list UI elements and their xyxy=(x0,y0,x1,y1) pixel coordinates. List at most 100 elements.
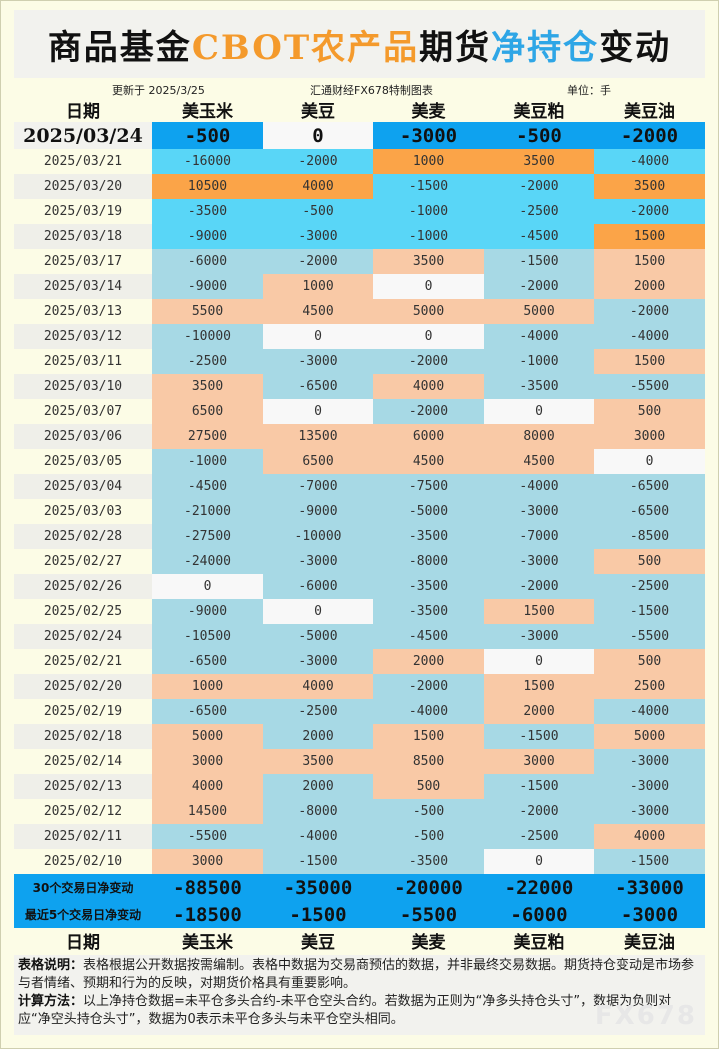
table-row: 2025/03/13 5500 4500 5000 5000 -2000 xyxy=(14,299,705,324)
row-value: -2000 xyxy=(484,274,594,299)
row-value: -4500 xyxy=(484,224,594,249)
row-date: 2025/02/26 xyxy=(14,574,152,599)
row-value: -1000 xyxy=(373,224,484,249)
row-value: 0 xyxy=(263,324,373,349)
header-date: 日期 xyxy=(14,97,152,122)
row-value: -3000 xyxy=(373,122,484,149)
row-value: -5000 xyxy=(373,499,484,524)
row-value: -1500 xyxy=(484,249,594,274)
summary-row-5d: 最近5个交易日净变动 -18500 -1500 -5500 -6000 -300… xyxy=(14,901,705,928)
row-value: -2500 xyxy=(152,349,263,374)
row-value: -1000 xyxy=(152,449,263,474)
row-value: -6500 xyxy=(152,649,263,674)
page-title: 商品基金 CBOT农产品 期货 净持仓 变动 xyxy=(14,10,705,78)
row-value: 4000 xyxy=(594,824,705,849)
table-row: 2025/03/04 -4500 -7000 -7500 -4000 -6500 xyxy=(14,474,705,499)
row-value: -5500 xyxy=(152,824,263,849)
row-value: -1500 xyxy=(373,174,484,199)
row-value: -1500 xyxy=(594,849,705,874)
row-date: 2025/03/24 xyxy=(14,122,152,149)
title-part-3: 期货 xyxy=(419,27,492,68)
row-value: -9000 xyxy=(152,599,263,624)
row-value: -2000 xyxy=(484,174,594,199)
row-value: 6500 xyxy=(263,449,373,474)
row-value: -3000 xyxy=(484,549,594,574)
table-row: 2025/03/07 6500 0 -2000 0 500 xyxy=(14,399,705,424)
row-date: 2025/02/13 xyxy=(14,774,152,799)
footer-corn: 美玉米 xyxy=(152,928,263,953)
row-date: 2025/03/06 xyxy=(14,424,152,449)
row-value: 5000 xyxy=(594,724,705,749)
row-value: 500 xyxy=(373,774,484,799)
row-value: -8000 xyxy=(373,549,484,574)
summary-label: 最近5个交易日净变动 xyxy=(14,901,152,928)
row-value: 5000 xyxy=(484,299,594,324)
summary-value: -22000 xyxy=(484,874,594,901)
row-value: -8000 xyxy=(263,799,373,824)
footer-soybean: 美豆 xyxy=(263,928,373,953)
row-date: 2025/03/05 xyxy=(14,449,152,474)
row-value: 4000 xyxy=(373,374,484,399)
row-value: 8000 xyxy=(484,424,594,449)
table-row: 2025/03/20 10500 4000 -1500 -2000 3500 xyxy=(14,174,705,199)
row-value: 1000 xyxy=(152,674,263,699)
header-wheat: 美麦 xyxy=(373,97,484,122)
row-value: -7000 xyxy=(263,474,373,499)
notes-box: 表格说明：表格根据公开数据按需编制。表格中数据为交易商预估的数据，并非最终交易数… xyxy=(14,955,705,1035)
table-row: 2025/03/18 -9000 -3000 -1000 -4500 1500 xyxy=(14,224,705,249)
row-value: 1500 xyxy=(484,599,594,624)
table-row: 2025/03/06 27500 13500 6000 8000 3000 xyxy=(14,424,705,449)
row-value: -27500 xyxy=(152,524,263,549)
row-value: -4000 xyxy=(263,824,373,849)
row-value: 5000 xyxy=(152,724,263,749)
row-value: 1000 xyxy=(263,274,373,299)
row-value: -4500 xyxy=(373,624,484,649)
unit-label: 单位：手 xyxy=(567,84,611,97)
row-value: -1500 xyxy=(484,724,594,749)
row-value: 1500 xyxy=(484,674,594,699)
table-row: 2025/02/21 -6500 -3000 2000 0 500 xyxy=(14,649,705,674)
row-value: -21000 xyxy=(152,499,263,524)
row-value: -7500 xyxy=(373,474,484,499)
row-value: 3500 xyxy=(263,749,373,774)
table-row: 2025/02/10 3000 -1500 -3500 0 -1500 xyxy=(14,849,705,874)
row-value: -3500 xyxy=(373,849,484,874)
row-date: 2025/03/19 xyxy=(14,199,152,224)
row-date: 2025/03/13 xyxy=(14,299,152,324)
row-date: 2025/02/21 xyxy=(14,649,152,674)
row-value: 8500 xyxy=(373,749,484,774)
row-value: -500 xyxy=(373,799,484,824)
table-row: 2025/02/27 -24000 -3000 -8000 -3000 500 xyxy=(14,549,705,574)
row-value: 0 xyxy=(263,599,373,624)
row-value: -6500 xyxy=(263,374,373,399)
row-date: 2025/02/28 xyxy=(14,524,152,549)
row-value: -500 xyxy=(373,824,484,849)
row-value: -2000 xyxy=(484,799,594,824)
notes-desc-text: 表格根据公开数据按需编制。表格中数据为交易商预估的数据，并非最终交易数据。期货持… xyxy=(18,958,695,991)
row-value: -3000 xyxy=(263,349,373,374)
notes-desc-label: 表格说明： xyxy=(18,958,84,973)
row-value: -4500 xyxy=(152,474,263,499)
row-value: 3500 xyxy=(373,249,484,274)
row-date: 2025/03/17 xyxy=(14,249,152,274)
row-value: 3000 xyxy=(152,849,263,874)
row-value: 4000 xyxy=(263,674,373,699)
row-value: 2000 xyxy=(263,724,373,749)
row-date: 2025/02/27 xyxy=(14,549,152,574)
row-value: 14500 xyxy=(152,799,263,824)
row-value: -1000 xyxy=(373,199,484,224)
header-row: 日期 美玉米 美豆 美麦 美豆粕 美豆油 xyxy=(14,97,705,122)
table-row: 2025/02/12 14500 -8000 -500 -2000 -3000 xyxy=(14,799,705,824)
row-value: 0 xyxy=(373,274,484,299)
row-value: 500 xyxy=(594,399,705,424)
row-value: -2000 xyxy=(594,122,705,149)
row-value: -1500 xyxy=(263,849,373,874)
table-row: 2025/03/24 -500 0 -3000 -500 -2000 xyxy=(14,122,705,149)
row-value: 500 xyxy=(594,649,705,674)
header-soymeal: 美豆粕 xyxy=(484,97,594,122)
row-value: -4000 xyxy=(484,324,594,349)
watermark: FX678 xyxy=(594,1001,697,1031)
table-row: 2025/03/10 3500 -6500 4000 -3500 -5500 xyxy=(14,374,705,399)
row-value: -9000 xyxy=(152,224,263,249)
row-value: -2000 xyxy=(373,349,484,374)
